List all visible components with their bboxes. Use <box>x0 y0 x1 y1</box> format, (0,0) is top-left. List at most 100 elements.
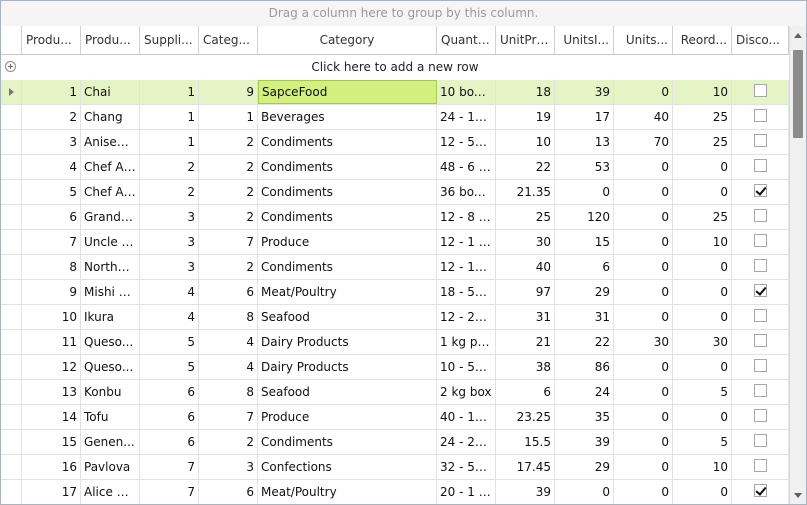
table-cell[interactable]: 97 <box>496 280 555 304</box>
table-cell[interactable]: 15 <box>555 230 614 254</box>
discontinued-checkbox[interactable] <box>753 434 767 447</box>
table-cell[interactable]: 1 <box>140 80 199 104</box>
table-cell[interactable]: Produce <box>258 230 437 254</box>
table-cell[interactable]: 21 <box>496 330 555 354</box>
table-cell[interactable]: 7 <box>199 230 258 254</box>
table-cell[interactable]: 0 <box>673 155 732 179</box>
table-cell[interactable]: 1 <box>140 105 199 129</box>
table-cell[interactable]: 8 <box>22 255 81 279</box>
discontinued-checkbox[interactable] <box>753 359 767 372</box>
table-cell[interactable]: 3 <box>199 455 258 479</box>
table-cell[interactable]: Uncle B... <box>81 230 140 254</box>
table-cell[interactable]: 17 <box>22 480 81 504</box>
table-row[interactable]: 5 Chef An... 2 2 Condiments 36 boxes 21.35 0 0 0 <box>1 180 789 205</box>
table-cell[interactable]: 13 <box>22 380 81 404</box>
table-cell[interactable]: 38 <box>496 355 555 379</box>
table-cell[interactable]: Queso... <box>81 330 140 354</box>
table-cell[interactable]: 30 <box>614 330 673 354</box>
table-cell[interactable]: 4 <box>140 305 199 329</box>
table-row[interactable]: 8 Northw... 3 2 Condiments 12 - 12... 40 6 0 0 <box>1 255 789 280</box>
table-cell[interactable]: 10 - 500... <box>437 355 496 379</box>
table-cell[interactable]: 24 - 12... <box>437 105 496 129</box>
table-cell[interactable]: 12 - 200... <box>437 305 496 329</box>
table-cell[interactable]: Condiments <box>258 255 437 279</box>
table-cell[interactable]: 0 <box>673 255 732 279</box>
table-cell[interactable]: 39 <box>496 480 555 504</box>
table-cell[interactable]: 86 <box>555 355 614 379</box>
table-cell[interactable]: 2 <box>199 130 258 154</box>
table-cell[interactable]: 12 <box>22 355 81 379</box>
table-cell[interactable]: Dairy Products <box>258 330 437 354</box>
table-cell[interactable]: 7 <box>140 455 199 479</box>
table-cell[interactable]: 25 <box>673 205 732 229</box>
table-cell[interactable]: 12 - 550... <box>437 130 496 154</box>
table-cell[interactable]: 0 <box>614 80 673 104</box>
table-cell[interactable]: Genen... <box>81 430 140 454</box>
discontinued-cell[interactable] <box>732 355 789 379</box>
table-cell[interactable]: 5 <box>22 180 81 204</box>
table-cell[interactable]: Northw... <box>81 255 140 279</box>
table-cell[interactable]: 19 <box>496 105 555 129</box>
table-cell[interactable]: 4 <box>199 355 258 379</box>
table-cell[interactable]: 36 boxes <box>437 180 496 204</box>
discontinued-checkbox[interactable] <box>753 234 767 247</box>
add-new-row[interactable]: Click here to add a new row <box>1 55 789 81</box>
discontinued-checkbox[interactable] <box>753 334 767 347</box>
table-cell[interactable]: Condiments <box>258 155 437 179</box>
table-cell[interactable]: 0 <box>614 230 673 254</box>
table-cell[interactable]: 9 <box>199 80 258 104</box>
table-cell[interactable]: 10 <box>673 80 732 104</box>
table-cell[interactable]: 15.5 <box>496 430 555 454</box>
table-cell[interactable]: 32 - 500... <box>437 455 496 479</box>
discontinued-checkbox[interactable] <box>753 109 767 122</box>
table-cell[interactable]: 5 <box>140 330 199 354</box>
table-cell[interactable]: 31 <box>555 305 614 329</box>
discontinued-cell[interactable] <box>732 130 789 154</box>
table-cell[interactable]: Aniseed... <box>81 130 140 154</box>
table-cell[interactable]: 6 <box>555 255 614 279</box>
row-indicator[interactable] <box>1 480 22 504</box>
row-indicator[interactable] <box>1 405 22 429</box>
table-cell[interactable]: 31 <box>496 305 555 329</box>
table-cell[interactable]: 15 <box>22 430 81 454</box>
table-cell[interactable]: 35 <box>555 405 614 429</box>
discontinued-cell[interactable] <box>732 255 789 279</box>
table-cell[interactable]: 7 <box>22 230 81 254</box>
group-by-panel[interactable]: Drag a column here to group by this colu… <box>1 1 806 27</box>
table-cell[interactable]: 0 <box>673 305 732 329</box>
discontinued-checkbox[interactable] <box>753 259 767 272</box>
table-cell[interactable]: Chai <box>81 80 140 104</box>
discontinued-cell[interactable] <box>732 205 789 229</box>
table-cell[interactable]: Condiments <box>258 180 437 204</box>
table-cell[interactable]: 3 <box>22 130 81 154</box>
row-indicator[interactable] <box>1 80 22 104</box>
table-cell[interactable]: 30 <box>673 330 732 354</box>
table-cell[interactable]: 29 <box>555 455 614 479</box>
table-cell[interactable]: Chef An... <box>81 180 140 204</box>
table-cell[interactable]: 6 <box>496 380 555 404</box>
table-cell[interactable]: 30 <box>496 230 555 254</box>
table-cell[interactable]: 1 <box>140 130 199 154</box>
table-cell[interactable]: 0 <box>614 255 673 279</box>
column-header-3[interactable]: Categ... <box>199 26 258 54</box>
table-cell[interactable]: 10 <box>673 230 732 254</box>
table-cell[interactable]: 0 <box>614 355 673 379</box>
table-cell[interactable]: 3 <box>140 255 199 279</box>
table-cell[interactable]: 13 <box>555 130 614 154</box>
row-indicator[interactable] <box>1 305 22 329</box>
table-cell[interactable]: 4 <box>199 330 258 354</box>
table-cell[interactable]: 18 <box>496 80 555 104</box>
table-cell[interactable]: 53 <box>555 155 614 179</box>
table-cell[interactable]: Confections <box>258 455 437 479</box>
table-cell[interactable]: 48 - 6 o... <box>437 155 496 179</box>
table-cell[interactable]: 2 <box>140 180 199 204</box>
table-cell[interactable]: 0 <box>614 480 673 504</box>
discontinued-cell[interactable] <box>732 380 789 404</box>
table-row[interactable]: 13 Konbu 6 8 Seafood 2 kg box 6 24 0 5 <box>1 380 789 405</box>
column-header-2[interactable]: Suppli... <box>140 26 199 54</box>
table-cell[interactable]: 1 kg pkg. <box>437 330 496 354</box>
discontinued-checkbox[interactable] <box>753 284 767 297</box>
table-cell[interactable]: 2 <box>140 155 199 179</box>
table-cell[interactable]: 12 - 1 l... <box>437 230 496 254</box>
row-indicator[interactable] <box>1 130 22 154</box>
